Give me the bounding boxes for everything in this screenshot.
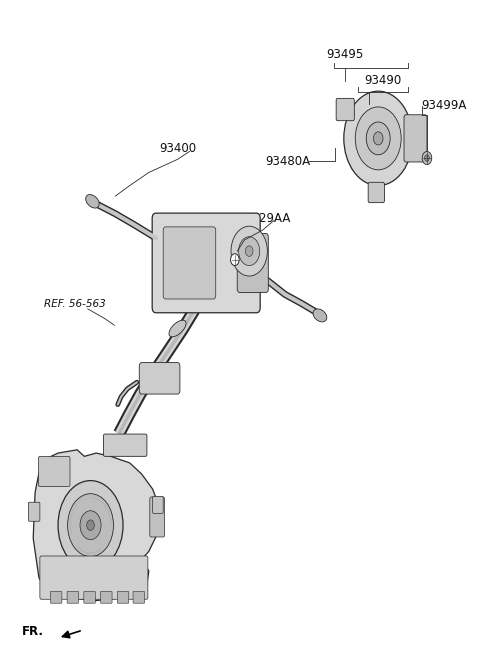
FancyBboxPatch shape: [133, 591, 144, 603]
Circle shape: [239, 237, 260, 265]
FancyBboxPatch shape: [368, 182, 384, 202]
FancyBboxPatch shape: [336, 99, 354, 121]
Circle shape: [80, 510, 101, 539]
Ellipse shape: [169, 320, 186, 337]
FancyBboxPatch shape: [150, 497, 165, 537]
Ellipse shape: [86, 194, 99, 208]
Circle shape: [422, 152, 432, 165]
Circle shape: [425, 155, 429, 162]
FancyBboxPatch shape: [50, 591, 62, 603]
Circle shape: [230, 254, 239, 265]
FancyBboxPatch shape: [404, 115, 427, 162]
FancyBboxPatch shape: [163, 227, 216, 299]
FancyBboxPatch shape: [28, 502, 40, 521]
Text: 93499A: 93499A: [421, 99, 467, 112]
FancyBboxPatch shape: [103, 434, 147, 457]
FancyBboxPatch shape: [38, 457, 70, 486]
Text: FR.: FR.: [22, 625, 44, 638]
Text: 1229AA: 1229AA: [245, 212, 291, 225]
Text: REF. 56-563: REF. 56-563: [44, 299, 106, 309]
Ellipse shape: [313, 309, 327, 322]
FancyBboxPatch shape: [139, 363, 180, 394]
FancyBboxPatch shape: [117, 591, 129, 603]
Circle shape: [366, 122, 390, 155]
Text: 93490: 93490: [364, 74, 402, 87]
Text: 93480A: 93480A: [265, 155, 310, 168]
Circle shape: [373, 132, 383, 145]
FancyBboxPatch shape: [84, 591, 96, 603]
FancyBboxPatch shape: [153, 496, 163, 513]
Circle shape: [344, 91, 413, 185]
FancyBboxPatch shape: [40, 556, 148, 599]
FancyBboxPatch shape: [67, 591, 79, 603]
Circle shape: [58, 481, 123, 570]
Polygon shape: [33, 450, 159, 600]
Circle shape: [245, 246, 253, 256]
Circle shape: [355, 107, 401, 170]
Text: 93495: 93495: [326, 48, 363, 61]
Text: 93400: 93400: [159, 142, 196, 154]
Circle shape: [87, 520, 95, 530]
FancyBboxPatch shape: [152, 213, 260, 313]
Circle shape: [68, 493, 113, 556]
Circle shape: [231, 226, 267, 276]
FancyBboxPatch shape: [237, 233, 268, 292]
FancyBboxPatch shape: [101, 591, 112, 603]
